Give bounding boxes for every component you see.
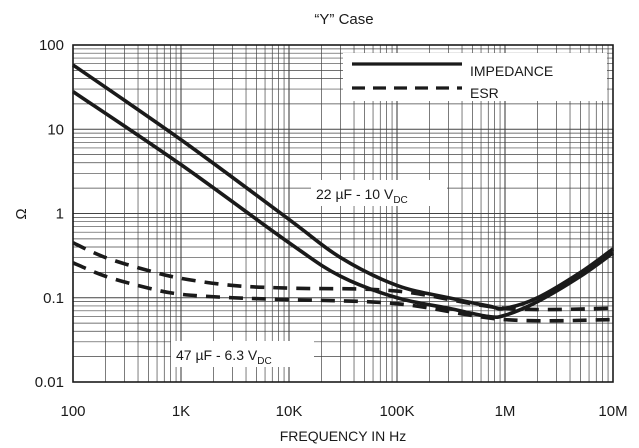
x-tick-label: 100	[60, 403, 85, 420]
legend-label-esr: ESR	[470, 85, 499, 101]
annotation-47uf-base: 47 µF - 6.3 V	[176, 347, 258, 363]
series-line-1	[71, 63, 615, 311]
y-tick-labels: 0.01 0.1 1 10 100	[35, 37, 64, 391]
y-tick-label: 0.1	[43, 290, 64, 307]
annotation-22uf: 22 µF - 10 VDC	[311, 180, 447, 206]
annotation-22uf-text: 22 µF - 10 VDC	[316, 186, 408, 206]
series-layer	[71, 63, 615, 323]
y-tick-label: 0.01	[35, 374, 64, 391]
x-tick-label: 10M	[598, 403, 627, 420]
annotation-22uf-base: 22 µF - 10 V	[316, 186, 394, 202]
legend-box	[343, 53, 607, 101]
annotation-47uf-bg	[171, 341, 314, 367]
chart-title: “Y” Case	[314, 11, 373, 28]
y-tick-label: 10	[47, 121, 64, 138]
y-tick-label: 1	[56, 206, 64, 223]
series-line-2	[71, 90, 615, 320]
plot-frame	[72, 44, 614, 383]
x-tick-label: 10K	[276, 403, 303, 420]
annotation-22uf-sub: DC	[393, 195, 407, 206]
series-line-3	[72, 241, 614, 312]
annotation-47uf: 47 µF - 6.3 VDC	[171, 341, 314, 367]
annotation-47uf-sub: DC	[257, 356, 271, 367]
legend: IMPEDANCE ESR	[343, 53, 607, 101]
x-tick-label: 100K	[379, 403, 414, 420]
x-tick-labels: 100 1K 10K 100K 1M 10M	[60, 403, 627, 420]
x-tick-label: 1M	[495, 403, 516, 420]
y-tick-label: 100	[39, 37, 64, 54]
annotation-47uf-text: 47 µF - 6.3 VDC	[176, 347, 272, 367]
x-axis-label: FREQUENCY IN Hz	[280, 428, 407, 444]
annotation-22uf-bg	[311, 180, 447, 206]
series-line-4	[72, 261, 614, 323]
y-axis-label: Ω	[13, 208, 30, 219]
legend-label-impedance: IMPEDANCE	[470, 63, 553, 79]
x-tick-label: 1K	[172, 403, 190, 420]
